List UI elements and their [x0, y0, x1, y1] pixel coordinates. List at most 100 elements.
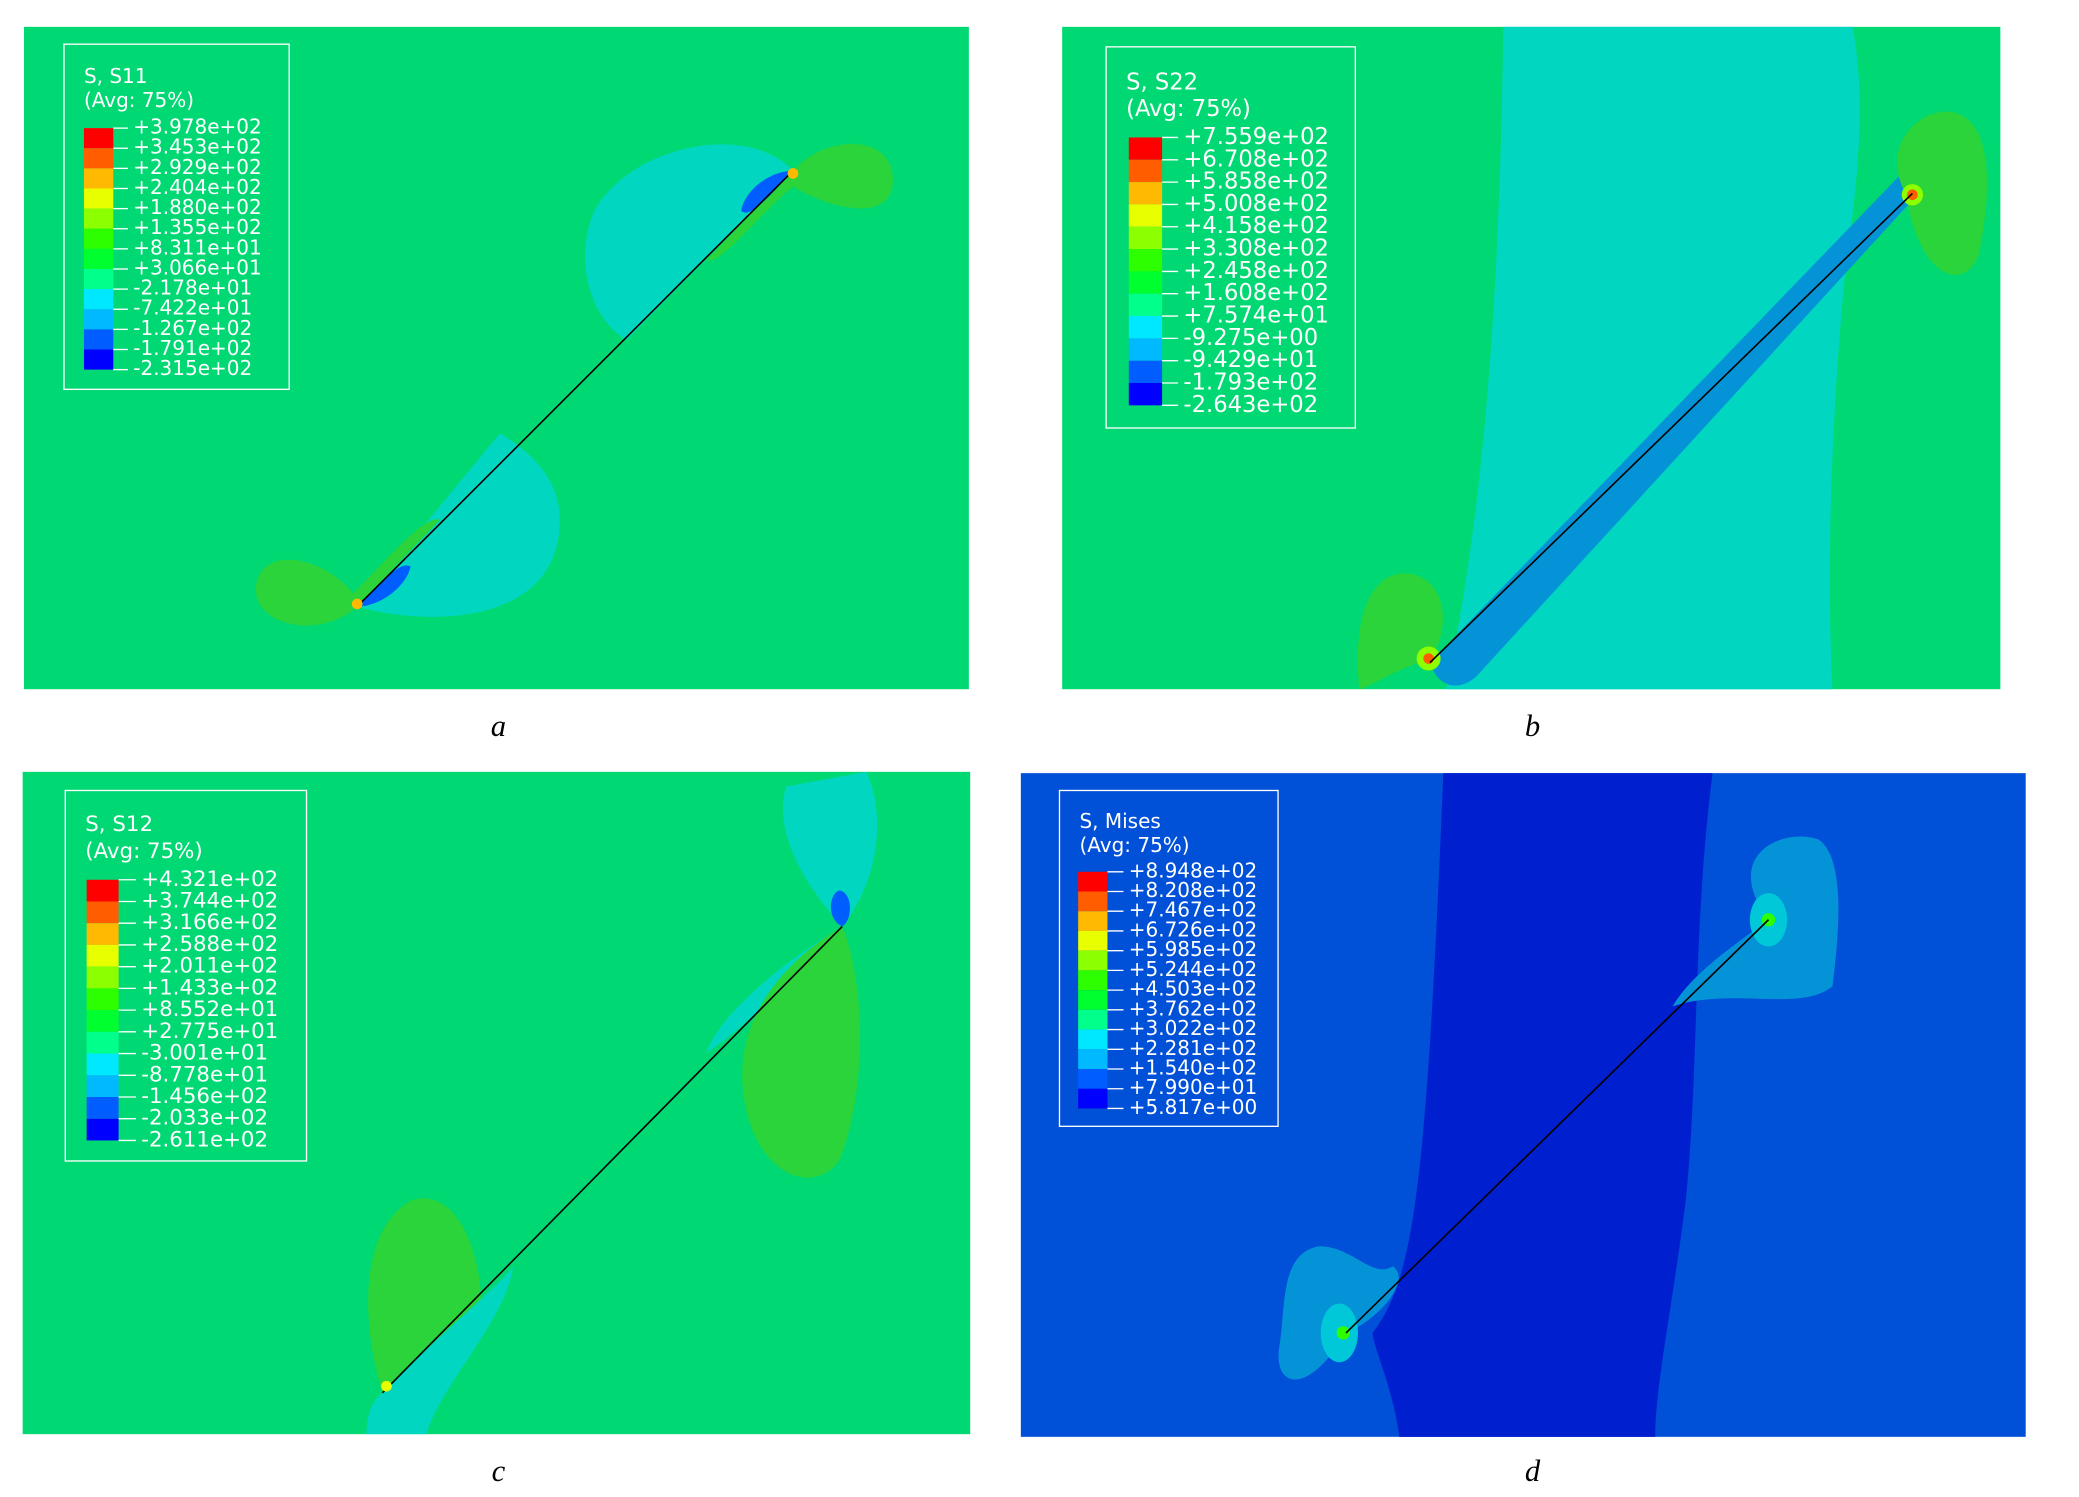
legend-box — [1058, 789, 1279, 1127]
legend-label: +5.858e+02 — [1183, 169, 1329, 195]
legend: S, Mises(Avg: 75%)+8.948e+02+8.208e+02+7… — [1058, 789, 1279, 1127]
legend-label: +2.929e+02 — [133, 155, 261, 179]
color-bin — [83, 349, 114, 370]
contour-region — [706, 143, 893, 261]
legend-subtitle: (Avg: 75%) — [84, 88, 194, 112]
contour-region — [255, 519, 440, 626]
legend-label: +3.066e+01 — [133, 255, 261, 279]
color-bin — [1078, 1049, 1108, 1070]
legend-label: +7.467e+02 — [1129, 898, 1257, 922]
color-bin — [1078, 970, 1108, 991]
legend-label: -1.456e+02 — [141, 1084, 268, 1109]
color-bin — [1128, 383, 1163, 406]
legend-title: S, S12 — [85, 812, 153, 837]
legend-title: S, Mises — [1079, 809, 1160, 833]
legend-label: +8.208e+02 — [1129, 878, 1257, 902]
panel-d — [1020, 773, 2026, 1437]
legend-label: -8.778e+01 — [141, 1062, 268, 1087]
legend-label: -2.611e+02 — [141, 1127, 268, 1152]
color-bin — [1078, 990, 1108, 1010]
color-bin — [1128, 338, 1163, 361]
color-bin — [1078, 1009, 1108, 1030]
legend-label: +1.540e+02 — [1129, 1056, 1257, 1080]
legend-label: +7.574e+01 — [1183, 303, 1329, 329]
color-bin — [1128, 159, 1163, 183]
legend-label: +4.503e+02 — [1129, 977, 1257, 1001]
legend-label: +3.022e+02 — [1129, 1016, 1257, 1040]
panel-caption: b — [1525, 709, 1540, 743]
legend-label: +6.708e+02 — [1183, 146, 1329, 172]
color-bin — [86, 1031, 119, 1054]
legend-label: -2.033e+02 — [141, 1106, 268, 1131]
contour-region — [1372, 773, 1713, 1437]
contour-region — [357, 565, 411, 607]
color-bin — [1128, 226, 1163, 250]
legend-box — [64, 789, 308, 1162]
legend-title: S, S22 — [1126, 69, 1198, 95]
contour-region — [742, 926, 860, 1178]
legend-subtitle: (Avg: 75%) — [85, 839, 202, 864]
legend-label: +2.458e+02 — [1183, 258, 1329, 284]
legend: S, S22(Avg: 75%)+7.559e+02+6.708e+02+5.8… — [1105, 46, 1357, 429]
legend: S, S12(Avg: 75%) +4.321e+02+3.744e+02+3.1… — [64, 789, 308, 1162]
legend-label: -9.429e+01 — [1183, 347, 1318, 373]
color-bin — [1078, 930, 1108, 951]
legend-label: +7.990e+01 — [1129, 1075, 1257, 1099]
legend-label: +1.608e+02 — [1183, 280, 1329, 306]
legend-label: +2.588e+02 — [141, 932, 278, 957]
legend-label: -2.315e+02 — [133, 356, 252, 380]
crack — [1345, 919, 1770, 1334]
crack — [1429, 192, 1913, 664]
color-bin — [86, 1096, 119, 1119]
color-bin — [1128, 293, 1163, 317]
color-bin — [1128, 249, 1163, 272]
contour-region — [1672, 836, 1839, 1007]
legend-label: +3.744e+02 — [141, 888, 278, 913]
legend-label: +3.308e+02 — [1183, 236, 1329, 262]
legend-label: +3.762e+02 — [1129, 996, 1257, 1020]
legend-label: -2.643e+02 — [1183, 392, 1318, 418]
color-bin — [1128, 137, 1163, 160]
legend-title: S, S11 — [84, 64, 148, 88]
legend-label: -1.791e+02 — [133, 336, 252, 360]
panel-c — [22, 771, 971, 1435]
crack — [356, 170, 794, 608]
color-bin — [83, 268, 114, 290]
color-bin — [1078, 1088, 1108, 1109]
color-bin — [1128, 182, 1163, 205]
color-bin — [83, 188, 114, 209]
color-bin — [1128, 316, 1163, 339]
color-bin — [86, 901, 119, 924]
legend-label: -2.178e+01 — [133, 276, 252, 300]
color-bin — [1128, 271, 1163, 294]
contour-region — [706, 771, 878, 1054]
color-bin — [86, 944, 119, 967]
color-bin — [83, 309, 114, 330]
color-bin — [86, 966, 119, 989]
legends: S, S11(Avg: 75%)+3.978e+02+3.453e+02+2.9… — [63, 43, 1357, 1162]
legend-subtitle: (Avg: 75%) — [1079, 833, 1189, 857]
color-bin — [83, 128, 114, 149]
crack — [381, 925, 843, 1394]
color-bin — [86, 1053, 119, 1076]
legend-label: +1.355e+02 — [133, 215, 261, 239]
legend-label: -1.793e+02 — [1183, 370, 1318, 396]
crack-tip — [351, 598, 363, 610]
captions: a b c d — [491, 709, 1541, 1488]
legend-label: +2.281e+02 — [1129, 1036, 1257, 1060]
contour-region — [585, 144, 793, 341]
legend-label: +5.817e+00 — [1129, 1095, 1257, 1119]
color-bin — [86, 1118, 119, 1141]
color-bin — [83, 329, 114, 350]
panel-caption: c — [492, 1454, 506, 1488]
color-bin — [83, 208, 114, 229]
color-bin — [86, 1010, 119, 1032]
color-bin — [1078, 911, 1108, 931]
color-bin — [1078, 891, 1108, 912]
legend-label: -9.275e+00 — [1183, 325, 1318, 351]
legend-label: +7.559e+02 — [1183, 124, 1329, 150]
legend-label: -1.267e+02 — [133, 316, 252, 340]
legend-label: +4.321e+02 — [141, 867, 278, 892]
color-bin — [1078, 871, 1108, 892]
legend-label: +1.880e+02 — [133, 195, 261, 219]
